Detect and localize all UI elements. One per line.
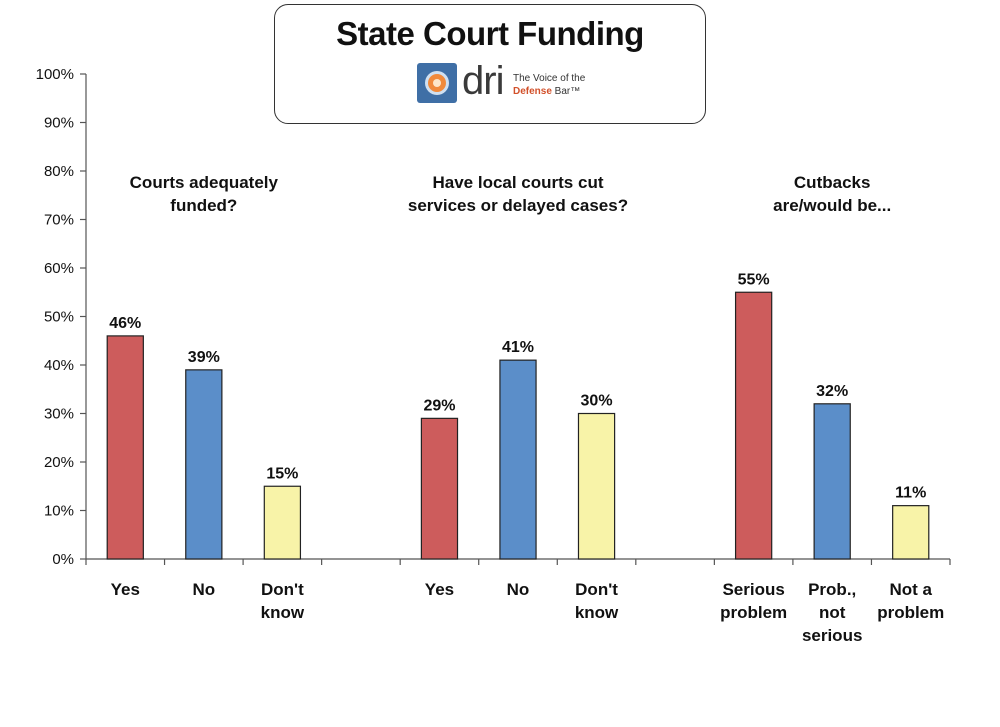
category-label-line: No — [192, 580, 215, 599]
group-title: Have local courts cut services or delayed… — [408, 173, 628, 215]
y-tick-label: 40% — [44, 357, 74, 374]
bar-value-label: 55% — [738, 271, 770, 288]
category-label-line: Not a — [889, 580, 932, 599]
y-tick-label: 70% — [44, 212, 74, 229]
bar — [185, 369, 223, 560]
category-label: Not a problem — [877, 580, 944, 622]
category-label-line: Don't — [575, 580, 618, 599]
y-tick-label: 100% — [36, 66, 74, 83]
category-label-line: Don't — [261, 580, 304, 599]
bars — [106, 291, 930, 560]
category-label-line: know — [261, 603, 305, 622]
logo-wordmark: dri — [462, 59, 504, 103]
logo-tagline-2: Defense Bar™ — [513, 86, 580, 97]
category-label: Yes — [425, 580, 454, 599]
category-label-line: Yes — [111, 580, 140, 599]
category-label-line: Prob., — [808, 580, 856, 599]
category-label: Don't know — [575, 580, 619, 622]
bar-value-label: 32% — [816, 383, 848, 400]
chart-title: State Court Funding — [336, 15, 644, 52]
bar-value-labels: 46% 39% 15% 29% 41% 30% 55% 32% 11% — [109, 271, 926, 501]
group-title-line: services or delayed cases? — [408, 196, 628, 215]
category-label-line: Yes — [425, 580, 454, 599]
title-box: State Court Funding dri The Voice of the… — [274, 4, 706, 124]
category-label: No — [192, 580, 215, 599]
bar-value-label: 39% — [188, 349, 220, 366]
category-label: Don't know — [261, 580, 305, 622]
logo-tagline-1: The Voice of the — [513, 73, 586, 84]
category-label: Yes — [111, 580, 140, 599]
bar — [892, 505, 930, 560]
bar — [577, 412, 616, 560]
bar — [106, 335, 144, 560]
category-label: Prob., not serious — [802, 580, 862, 645]
group-title-line: are/would be... — [773, 196, 891, 215]
group-title-line: Cutbacks — [794, 173, 871, 192]
category-label-line: Serious — [722, 580, 784, 599]
bar-value-label: 29% — [423, 397, 455, 414]
y-tick-label: 90% — [44, 115, 74, 132]
group-titles: Courts adequately funded? Have local court… — [130, 173, 892, 215]
category-label: No — [507, 580, 530, 599]
bar — [499, 359, 537, 560]
category-labels: Yes No Don't know Yes No Don't know Serious probl… — [111, 580, 945, 645]
group-title: Courts adequately funded? — [130, 173, 279, 215]
category-label-line: problem — [877, 603, 944, 622]
dri-logo: dri The Voice of the Defense Bar™ — [417, 59, 597, 111]
y-tick-label: 80% — [44, 163, 74, 180]
category-label-line: No — [507, 580, 530, 599]
bar — [420, 417, 459, 560]
y-tick-label: 60% — [44, 260, 74, 277]
y-tick-label: 30% — [44, 406, 74, 423]
category-label-line: problem — [720, 603, 787, 622]
y-tick-label: 0% — [52, 551, 74, 568]
dri-logo-icon — [417, 63, 457, 103]
bar-value-label: 41% — [502, 339, 534, 356]
bar-value-label: 11% — [895, 485, 926, 502]
bar — [734, 291, 773, 560]
y-tick-label: 50% — [44, 309, 74, 326]
category-label: Serious problem — [720, 580, 787, 622]
group-title-line: Have local courts cut — [432, 173, 603, 192]
bar — [263, 485, 302, 560]
bar-value-label: 46% — [109, 315, 141, 332]
logo-tagline-defense: Defense — [513, 86, 552, 97]
y-tick-label: 20% — [44, 454, 74, 471]
category-label-line: know — [575, 603, 619, 622]
bar — [813, 403, 851, 560]
y-axis-ticks: 0% 10% 20% 30% 40% 50% 60% 70% 80% 90% 100% — [36, 66, 86, 568]
group-title-line: funded? — [170, 196, 237, 215]
category-label-line: serious — [802, 626, 862, 645]
bar-value-label: 30% — [581, 393, 613, 410]
category-label-line: not — [819, 603, 846, 622]
logo-tagline-bar: Bar™ — [551, 86, 581, 97]
group-title-line: Courts adequately — [130, 173, 279, 192]
bar-value-label: 15% — [266, 465, 298, 482]
y-tick-label: 10% — [44, 503, 74, 520]
group-title: Cutbacks are/would be... — [773, 173, 891, 215]
